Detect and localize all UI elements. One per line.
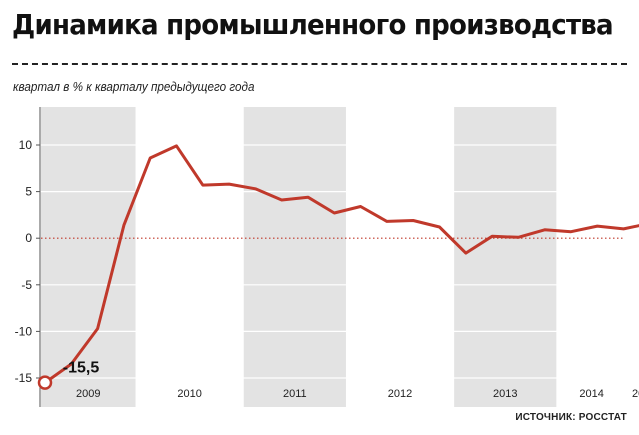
x-tick-label: 2009 [76, 388, 100, 400]
chart-subtitle: квартал в % к кварталу предыдущего года [13, 79, 255, 94]
year-band [41, 107, 136, 407]
x-tick-label: 2014 [579, 388, 603, 400]
x-tick-label: 2010 [177, 388, 201, 400]
y-tick-label: 5 [25, 185, 32, 199]
x-tick-label: 2015 [632, 388, 639, 400]
y-tick-label: -10 [15, 324, 33, 338]
y-tick-label: 0 [25, 231, 32, 245]
data-label: -15,5 [63, 360, 100, 377]
y-tick-label: -15 [15, 371, 33, 385]
chart-title: Динамика промышленного производства [12, 8, 614, 41]
x-tick-label: 2012 [388, 388, 412, 400]
x-tick-label: 2011 [283, 388, 307, 400]
source-note: ИСТОЧНИК: РОССТАТ [515, 412, 627, 423]
year-band [243, 107, 346, 407]
y-tick-label: -5 [21, 278, 32, 292]
series-line [43, 144, 639, 385]
start-point-marker [37, 375, 53, 390]
y-tick-label: 10 [19, 138, 33, 152]
year-band [454, 107, 557, 407]
title-divider [12, 63, 627, 65]
x-tick-label: 2013 [493, 388, 517, 400]
